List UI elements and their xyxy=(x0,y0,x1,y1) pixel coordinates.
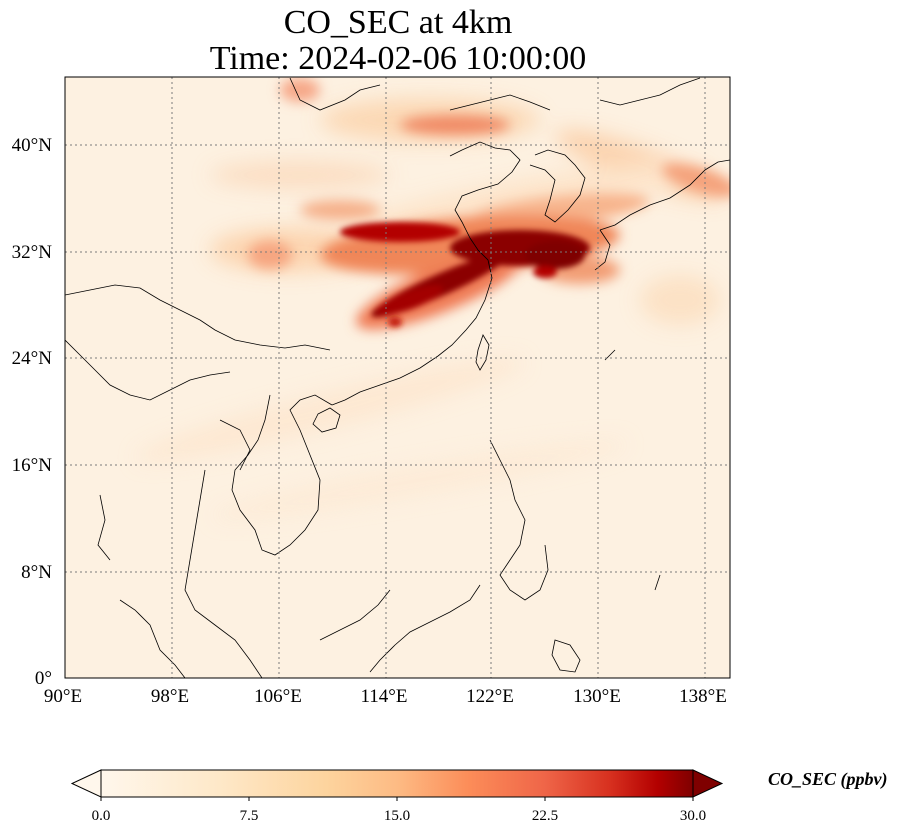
map-title-line2: Time: 2024-02-06 10:00:00 xyxy=(209,40,587,77)
map-frame xyxy=(64,76,731,679)
longitude-labels: 90°E 98°E 106°E 114°E 122°E 130°E 138°E xyxy=(44,686,727,707)
colorbar-tick-2: 15.0 xyxy=(384,808,410,824)
lat-tick-24n: 24°N xyxy=(12,348,53,369)
colorbar-tick-1: 7.5 xyxy=(240,808,259,824)
colorbar-extend-high xyxy=(692,769,724,798)
lon-tick-114e: 114°E xyxy=(361,686,408,707)
lon-tick-122e: 122°E xyxy=(466,686,514,707)
colorbar: 0.0 7.5 15.0 22.5 30.0 xyxy=(70,769,724,824)
lat-tick-0: 0° xyxy=(35,668,52,689)
graticule xyxy=(65,77,730,678)
colorbar-label: CO_SEC (ppbv) xyxy=(768,769,888,789)
coastlines xyxy=(65,77,730,678)
colorbar-tick-0: 0.0 xyxy=(92,808,111,824)
lon-tick-106e: 106°E xyxy=(254,686,302,707)
map-title-line1: CO_SEC at 4km xyxy=(283,4,513,41)
lon-tick-130e: 130°E xyxy=(573,686,621,707)
lon-tick-90e: 90°E xyxy=(44,686,82,707)
colorbar-extend-low xyxy=(70,769,102,798)
colorbar-tick-3: 22.5 xyxy=(532,808,558,824)
lon-tick-138e: 138°E xyxy=(679,686,727,707)
lat-tick-32n: 32°N xyxy=(12,242,53,263)
latitude-labels: 40°N 32°N 24°N 16°N 8°N 0° xyxy=(12,135,53,689)
co-concentration-field xyxy=(65,77,730,678)
colorbar-tick-4: 30.0 xyxy=(680,808,706,824)
lat-tick-8n: 8°N xyxy=(21,562,52,583)
lon-tick-98e: 98°E xyxy=(151,686,189,707)
lat-tick-40n: 40°N xyxy=(12,135,53,156)
lat-tick-16n: 16°N xyxy=(12,455,53,476)
